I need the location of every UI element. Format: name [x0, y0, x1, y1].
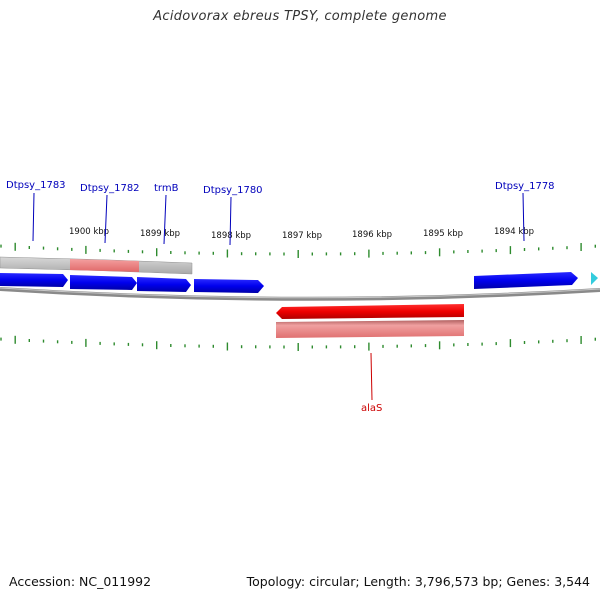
leader-dtpsy-1780	[229, 196, 232, 246]
gene-arrow-partial[interactable]	[591, 272, 598, 285]
leader-trmb	[163, 194, 167, 245]
reverse-scale-ticks	[0, 335, 596, 351]
label-dtpsy-1780[interactable]: Dtpsy_1780	[203, 185, 263, 196]
gene-arrow-dtpsy-1778[interactable]	[474, 272, 578, 289]
gene-arrow-dtpsy-1782[interactable]	[70, 275, 137, 290]
label-alas[interactable]: alaS	[361, 403, 382, 414]
upper-pink-segment	[70, 259, 139, 272]
gene-arrow-dtpsy-1783[interactable]	[0, 273, 68, 287]
gene-arrow-dtpsy-1780[interactable]	[194, 279, 264, 293]
leader-dtpsy-1782	[104, 194, 108, 244]
label-dtpsy-1782[interactable]: Dtpsy_1782	[80, 183, 140, 194]
genome-summary: Topology: circular; Length: 3,796,573 bp…	[246, 574, 590, 589]
scale-label-1895: 1895 kbp	[423, 229, 463, 239]
leader-alas	[370, 352, 373, 401]
scale-label-1900: 1900 kbp	[69, 227, 109, 237]
scale-label-1894: 1894 kbp	[494, 227, 534, 237]
scale-label-1899: 1899 kbp	[140, 229, 180, 239]
label-dtpsy-1778[interactable]: Dtpsy_1778	[495, 181, 555, 192]
leader-dtpsy-1783	[32, 192, 35, 242]
label-dtpsy-1783[interactable]: Dtpsy_1783	[6, 180, 66, 191]
label-trmb[interactable]: trmB	[154, 183, 179, 194]
accession-info: Accession: NC_011992	[9, 574, 152, 589]
leader-dtpsy-1778	[522, 192, 525, 242]
scale-label-1897: 1897 kbp	[282, 231, 322, 241]
genome-backbone	[0, 287, 600, 301]
scale-label-1896: 1896 kbp	[352, 230, 392, 240]
gene-arrow-trmb[interactable]	[137, 277, 191, 292]
map-title: Acidovorax ebreus TPSY, complete genome	[153, 9, 447, 24]
genome-backbone-highlight	[0, 287, 600, 299]
scale-label-1898: 1898 kbp	[211, 231, 251, 241]
forward-scale-ticks	[0, 242, 596, 258]
gene-arrow-alas[interactable]	[276, 304, 464, 319]
lower-pink-band	[276, 320, 464, 338]
